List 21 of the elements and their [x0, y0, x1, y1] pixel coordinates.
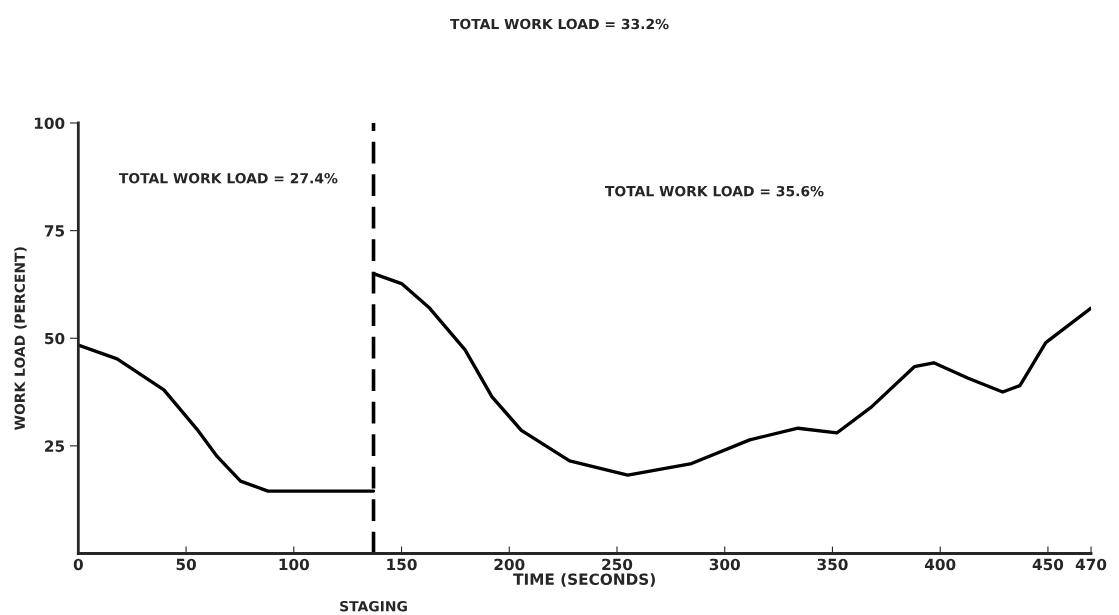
x-tick-label: 100 [279, 558, 310, 571]
y-tick-label: 25 [45, 440, 65, 452]
x-tick-label: 400 [924, 558, 956, 571]
x-tick-label: 50 [176, 558, 196, 571]
annotation: TOTAL WORK LOAD = 35.6% [605, 185, 824, 197]
x-tick-label: 450 [1032, 558, 1064, 571]
x-tick-label: 250 [602, 558, 633, 571]
y-tick-label: 75 [44, 225, 65, 237]
x-tick-label: 0 [73, 558, 83, 571]
x-tick-label: 200 [494, 558, 525, 571]
ref-line-label: STAGING [340, 600, 407, 612]
y-tick-label: 100 [34, 117, 65, 130]
y-tick-label: 50 [45, 332, 65, 345]
annotation: TOTAL WORK LOAD = 27.4% [118, 172, 338, 184]
y-axis-title: WORK LOAD (PERCENT) [14, 247, 27, 430]
x-tick-label: 150 [387, 558, 417, 571]
x-tick-label: 470 [1075, 558, 1107, 571]
x-axis-title: TIME (SECONDS) [513, 573, 655, 587]
chart-title: TOTAL WORK LOAD = 33.2% [450, 18, 669, 30]
x-tick-label: 300 [709, 558, 740, 571]
x-tick-label: 350 [817, 558, 848, 571]
